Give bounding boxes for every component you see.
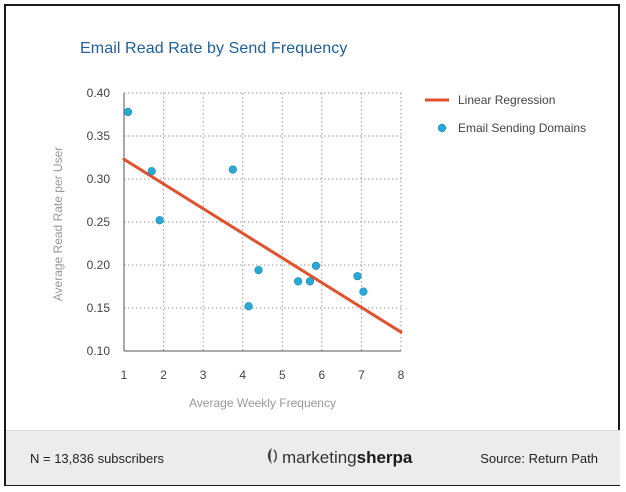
y-tick-label: 0.35 <box>87 129 111 143</box>
y-axis-label: Average Read Rate per User <box>51 147 65 302</box>
series <box>122 107 403 334</box>
footer: N = 13,836 subscribers marketingsherpa S… <box>6 430 620 485</box>
data-point <box>244 302 253 311</box>
x-tick-label: 1 <box>121 368 128 382</box>
data-point <box>147 167 156 176</box>
chart-title: Email Read Rate by Send Frequency <box>80 40 348 57</box>
sample-size-note: N = 13,836 subscribers <box>30 451 165 466</box>
legend-label: Email Sending Domains <box>458 121 586 135</box>
data-point <box>311 261 321 270</box>
y-tick-label: 0.20 <box>87 258 111 272</box>
logo-mark-icon <box>264 447 280 470</box>
data-point <box>359 287 368 296</box>
marketingsherpa-logo: marketingsherpa <box>264 447 412 470</box>
legend: Linear Regression Email Sending Domains <box>425 93 586 135</box>
regression-line <box>122 157 403 334</box>
x-tick-label: 3 <box>200 368 207 382</box>
data-point <box>305 277 315 286</box>
y-tick-label: 0.10 <box>87 344 111 358</box>
data-point <box>254 266 263 275</box>
data-point <box>123 107 133 117</box>
x-tick-label: 6 <box>319 368 326 382</box>
x-tick-label: 2 <box>160 368 167 382</box>
data-point <box>155 216 164 225</box>
axes <box>123 93 401 352</box>
x-tick-label: 8 <box>398 368 405 382</box>
logo-text-part1: marketing <box>282 447 357 467</box>
y-tick-label: 0.25 <box>87 215 111 229</box>
y-tick-label: 0.15 <box>87 301 111 315</box>
data-point <box>353 272 362 281</box>
x-tick-label: 7 <box>358 368 365 382</box>
tick-labels: 1 2 3 4 5 6 7 8 0.40 0.35 0.30 0.25 0.20 0.15 0.10 <box>87 86 405 382</box>
legend-swatch-point <box>437 123 447 133</box>
legend-label: Linear Regression <box>458 93 555 107</box>
source-note: Source: Return Path <box>480 451 598 466</box>
chart-frame <box>4 4 620 486</box>
y-tick-label: 0.30 <box>87 172 111 186</box>
x-tick-label: 4 <box>239 368 246 382</box>
logo-text-part2: sherpa <box>356 447 413 467</box>
x-tick-label: 5 <box>279 368 286 382</box>
x-axis-label: Average Weekly Frequency <box>189 396 336 410</box>
y-tick-label: 0.40 <box>87 86 111 100</box>
data-point <box>228 165 237 174</box>
data-point <box>294 277 303 286</box>
grid <box>123 92 402 352</box>
